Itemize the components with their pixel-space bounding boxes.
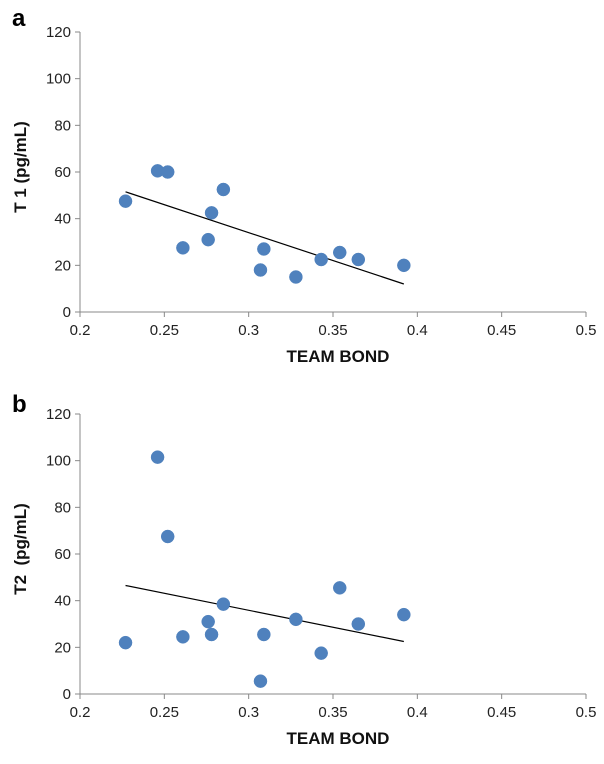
- y-tick-label: 40: [54, 593, 71, 610]
- x-tick-label: 0.2: [70, 704, 91, 721]
- y-tick-label: 0: [63, 686, 71, 703]
- x-axis-title: TEAM BOND: [287, 347, 390, 366]
- data-point: [253, 263, 268, 277]
- data-point: [176, 630, 190, 644]
- data-point: [351, 252, 366, 267]
- y-tick-label: 120: [46, 406, 71, 423]
- data-point: [201, 232, 215, 247]
- data-point: [332, 245, 347, 260]
- x-tick-label: 0.4: [407, 704, 428, 721]
- data-point: [204, 206, 219, 220]
- data-point: [332, 581, 347, 595]
- data-point: [150, 450, 165, 464]
- x-tick-label: 0.3: [238, 322, 259, 339]
- y-tick-label: 120: [46, 24, 71, 41]
- data-point: [160, 165, 175, 179]
- y-tick-label: 40: [54, 211, 71, 228]
- data-point: [201, 614, 215, 629]
- data-point: [257, 242, 271, 256]
- data-point: [253, 674, 268, 688]
- y-axis-title: T 1 (pg/mL): [11, 121, 30, 213]
- trendline: [125, 191, 405, 285]
- data-point: [397, 258, 411, 273]
- data-point: [176, 241, 190, 255]
- y-tick-label: 20: [54, 639, 71, 656]
- data-point: [160, 529, 175, 544]
- data-point: [216, 182, 231, 197]
- data-point: [204, 627, 219, 642]
- x-tick-label: 0.25: [150, 704, 179, 721]
- scatter-chart-a: 0 20 40 60 80 100 120 0.2 0.25 0.3 0.35 0.4 0.45 0.5 T…: [11, 5, 597, 366]
- x-tick-label: 0.45: [487, 322, 516, 339]
- data-point: [289, 270, 303, 284]
- x-tick-label: 0.4: [407, 322, 428, 339]
- x-axis-title: TEAM BOND: [287, 729, 390, 748]
- data-point: [314, 646, 328, 660]
- y-tick-label: 60: [54, 164, 71, 181]
- y-tick-label: 20: [54, 257, 71, 274]
- data-point: [397, 607, 411, 622]
- data-point: [351, 617, 366, 631]
- x-tick-label: 0.35: [318, 322, 347, 339]
- data-point: [289, 612, 303, 627]
- y-tick-label: 100: [46, 453, 71, 470]
- y-tick-label: 80: [54, 499, 71, 516]
- x-tick-label: 0.45: [487, 704, 516, 721]
- x-tick-label: 0.3: [238, 704, 259, 721]
- panel-label: a: [12, 5, 26, 32]
- trendline: [125, 584, 404, 643]
- panel-label: b: [12, 391, 27, 418]
- data-point: [314, 252, 328, 267]
- x-tick-label: 0.25: [150, 322, 179, 339]
- data-point: [257, 627, 271, 642]
- y-axis-title: T2 (pg/mL): [11, 503, 30, 595]
- x-tick-label: 0.5: [576, 704, 597, 721]
- x-tick-label: 0.35: [318, 704, 347, 721]
- x-tick-label: 0.5: [576, 322, 597, 339]
- data-point: [118, 194, 133, 208]
- y-tick-label: 80: [54, 117, 71, 134]
- scatter-chart-b: 0 20 40 60 80 100 120 0.2 0.25 0.3 0.35 0.4 0.45 0.5 T…: [11, 391, 597, 748]
- data-point: [216, 597, 231, 611]
- data-point: [118, 635, 133, 650]
- y-tick-label: 60: [54, 546, 71, 563]
- x-tick-label: 0.2: [70, 322, 91, 339]
- y-tick-label: 100: [46, 71, 71, 88]
- y-tick-label: 0: [63, 304, 71, 321]
